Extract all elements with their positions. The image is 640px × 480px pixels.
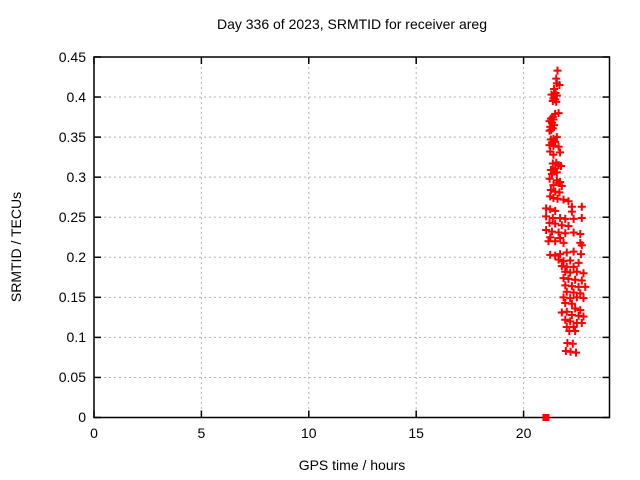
data-point-plus	[574, 258, 583, 267]
y-tick-label: 0.45	[58, 48, 86, 65]
data-point-plus	[555, 81, 564, 90]
data-point-plus	[562, 248, 571, 257]
data-point-plus	[561, 315, 570, 324]
y-tick-label: 0.4	[66, 88, 86, 105]
data-point-plus	[567, 207, 576, 216]
data-point-plus	[581, 282, 590, 291]
y-tick-label: 0.2	[66, 248, 86, 265]
data-point-plus	[569, 322, 578, 331]
data-point-plus	[546, 205, 555, 214]
data-point-plus	[556, 250, 565, 259]
data-point-plus	[569, 247, 578, 256]
data-point-plus	[577, 241, 586, 250]
data-point-plus	[542, 226, 551, 235]
data-point-plus	[571, 348, 580, 357]
data-point-plus	[569, 214, 578, 223]
data-point-plus	[552, 97, 561, 106]
data-point-plus	[548, 159, 557, 168]
data-point-plus	[562, 262, 571, 271]
data-point-plus	[577, 214, 586, 223]
data-point-plus	[577, 318, 586, 327]
data-point-plus	[556, 234, 565, 243]
data-point-plus	[579, 269, 588, 278]
data-point-plus	[576, 250, 585, 259]
x-tick-label: 15	[408, 425, 424, 441]
y-tick-label: 0.1	[66, 328, 86, 345]
data-point-plus	[550, 85, 559, 94]
data-point-plus	[559, 195, 568, 204]
data-point-plus	[545, 126, 554, 135]
data-point-square	[542, 414, 550, 421]
data-point-plus	[566, 317, 575, 326]
data-point-plus	[561, 229, 570, 238]
data-point-plus	[556, 148, 565, 157]
y-tick-label: 0	[78, 409, 86, 425]
data-point-plus	[561, 214, 570, 223]
data-point-plus	[564, 222, 573, 231]
data-point-plus	[571, 304, 580, 313]
data-point-plus	[579, 312, 588, 321]
data-point-plus	[562, 322, 571, 331]
data-point-plus	[577, 202, 586, 211]
y-tick-label: 0.05	[58, 368, 86, 385]
data-point-plus	[554, 142, 563, 151]
data-point-plus	[549, 150, 558, 159]
data-point-plus	[569, 262, 578, 271]
data-point-plus	[569, 228, 578, 237]
data-point-plus	[549, 181, 558, 190]
data-point-plus	[557, 181, 566, 190]
data-point-plus	[571, 326, 580, 335]
data-point-plus	[576, 306, 585, 315]
data-point-plus	[551, 237, 560, 246]
data-point-plus	[576, 230, 585, 239]
x-tick-label: 10	[300, 425, 317, 441]
plot-border	[93, 56, 611, 419]
data-point-plus	[547, 169, 556, 178]
data-point-plus	[548, 214, 557, 223]
data-point-plus	[567, 299, 576, 308]
data-point-plus	[559, 238, 568, 247]
x-axis-label: GPS time / hours	[298, 457, 406, 473]
x-tick-label: 0	[90, 425, 98, 441]
data-point-plus	[551, 219, 560, 228]
data-point-plus	[572, 267, 581, 276]
chart-title: Day 336 of 2023, SRMTID for receiver are…	[216, 16, 487, 32]
y-tick-label: 0.15	[58, 288, 86, 305]
data-point-plus	[562, 287, 571, 296]
data-point-plus	[557, 308, 566, 317]
data-point-plus	[551, 206, 560, 215]
data-point-plus	[551, 251, 560, 260]
data-point-plus	[579, 294, 588, 303]
data-point-plus	[545, 174, 554, 183]
data-point-plus	[542, 212, 551, 221]
data-point-plus	[555, 188, 564, 197]
x-tick-label: 5	[197, 425, 206, 441]
data-point-plus	[564, 197, 573, 206]
x-tick-label: 20	[515, 425, 532, 441]
data-point-plus	[577, 276, 586, 285]
data-point-plus	[554, 255, 563, 264]
y-tick-label: 0.25	[58, 208, 86, 225]
data-point-plus	[552, 168, 561, 177]
data-point-plus	[566, 256, 575, 265]
data-point-plus	[556, 161, 565, 170]
y-tick-label: 0.3	[66, 168, 86, 185]
y-tick-label: 0.35	[58, 128, 86, 145]
data-point-plus	[553, 66, 562, 75]
data-point-plus	[568, 339, 577, 348]
data-point-plus	[546, 233, 555, 242]
data-point-plus	[576, 289, 585, 298]
